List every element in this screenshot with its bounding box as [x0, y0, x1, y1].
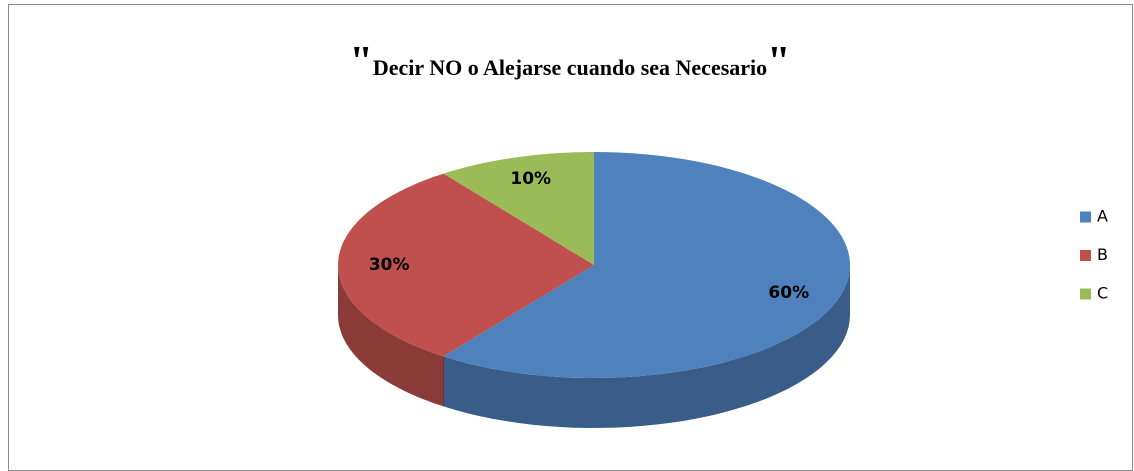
slice [443, 152, 594, 265]
data-label: 30% [369, 255, 410, 275]
slice [338, 173, 594, 357]
data-label: 10% [510, 169, 551, 189]
chart-title: "Decir NO o Alejarse cuando sea Necesari… [350, 39, 791, 85]
data-label: 60% [768, 283, 809, 303]
legend-label: C [1097, 284, 1108, 303]
slice [443, 152, 850, 378]
slice-side [443, 265, 850, 428]
legend-swatch [1080, 211, 1091, 223]
legend-label: A [1097, 207, 1108, 226]
legend-swatch [1080, 288, 1091, 300]
slice-side [338, 265, 444, 407]
legend-swatch [1080, 250, 1091, 261]
legend-label: B [1097, 245, 1108, 264]
